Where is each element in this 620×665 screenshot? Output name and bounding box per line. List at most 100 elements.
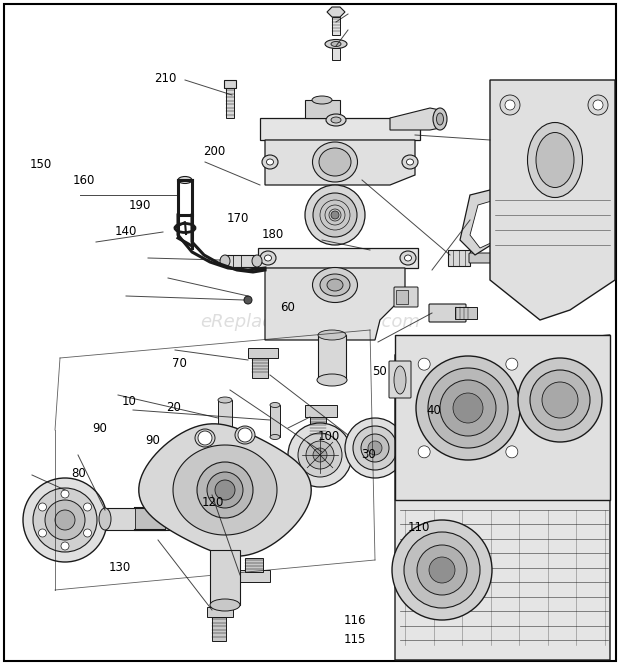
Ellipse shape: [331, 41, 341, 47]
FancyBboxPatch shape: [332, 17, 340, 35]
Ellipse shape: [218, 435, 232, 441]
Text: 210: 210: [154, 72, 176, 85]
Ellipse shape: [312, 96, 332, 104]
Circle shape: [198, 431, 212, 445]
Ellipse shape: [210, 599, 240, 611]
FancyBboxPatch shape: [240, 570, 270, 582]
Circle shape: [61, 490, 69, 498]
Ellipse shape: [270, 402, 280, 408]
Circle shape: [588, 95, 608, 115]
Circle shape: [38, 503, 46, 511]
Ellipse shape: [402, 155, 418, 169]
Ellipse shape: [325, 39, 347, 49]
Circle shape: [518, 358, 602, 442]
Ellipse shape: [394, 366, 406, 394]
Circle shape: [313, 193, 357, 237]
Circle shape: [313, 448, 327, 462]
Text: 150: 150: [30, 158, 52, 172]
Ellipse shape: [252, 255, 262, 267]
FancyBboxPatch shape: [135, 508, 165, 530]
FancyBboxPatch shape: [448, 250, 470, 266]
Polygon shape: [258, 248, 418, 268]
Ellipse shape: [220, 255, 230, 267]
Text: 90: 90: [92, 422, 107, 436]
Ellipse shape: [320, 274, 350, 296]
Ellipse shape: [218, 397, 232, 403]
Ellipse shape: [407, 159, 414, 165]
Ellipse shape: [267, 159, 273, 165]
Polygon shape: [327, 7, 345, 17]
Polygon shape: [173, 445, 277, 535]
Polygon shape: [260, 118, 420, 140]
FancyBboxPatch shape: [252, 358, 268, 378]
Ellipse shape: [536, 132, 574, 188]
FancyBboxPatch shape: [394, 287, 418, 307]
Text: 190: 190: [129, 199, 151, 212]
Text: 50: 50: [372, 364, 387, 378]
Polygon shape: [470, 197, 512, 248]
Ellipse shape: [312, 267, 358, 303]
Circle shape: [345, 418, 405, 478]
Circle shape: [84, 529, 92, 537]
Text: eReplacementParts.com: eReplacementParts.com: [200, 313, 420, 331]
Ellipse shape: [270, 434, 280, 440]
Text: 60: 60: [280, 301, 295, 314]
Circle shape: [207, 472, 243, 508]
FancyBboxPatch shape: [245, 558, 263, 572]
FancyBboxPatch shape: [210, 550, 240, 605]
FancyBboxPatch shape: [207, 607, 233, 617]
Text: 116: 116: [344, 614, 366, 627]
Ellipse shape: [436, 113, 443, 125]
Ellipse shape: [260, 251, 276, 265]
Polygon shape: [139, 424, 311, 556]
Polygon shape: [265, 140, 415, 185]
Circle shape: [506, 358, 518, 370]
Circle shape: [530, 370, 590, 430]
Circle shape: [392, 520, 492, 620]
Text: 170: 170: [226, 211, 249, 225]
Circle shape: [542, 382, 578, 418]
Circle shape: [453, 393, 483, 423]
Circle shape: [417, 545, 467, 595]
Circle shape: [593, 100, 603, 110]
FancyBboxPatch shape: [332, 48, 340, 60]
Ellipse shape: [235, 426, 255, 444]
Text: 140: 140: [115, 225, 137, 238]
Ellipse shape: [265, 255, 272, 261]
FancyBboxPatch shape: [455, 307, 477, 319]
Circle shape: [418, 446, 430, 458]
FancyBboxPatch shape: [396, 290, 408, 304]
Circle shape: [288, 423, 352, 487]
Circle shape: [306, 441, 334, 469]
Ellipse shape: [327, 279, 343, 291]
Polygon shape: [460, 185, 520, 255]
Circle shape: [238, 428, 252, 442]
FancyBboxPatch shape: [429, 304, 466, 322]
Circle shape: [429, 557, 455, 583]
Polygon shape: [395, 335, 610, 660]
Text: 70: 70: [172, 357, 187, 370]
Circle shape: [244, 296, 252, 304]
Circle shape: [61, 542, 69, 550]
Ellipse shape: [178, 176, 192, 184]
Text: 120: 120: [202, 495, 224, 509]
FancyBboxPatch shape: [469, 253, 496, 263]
Text: 40: 40: [427, 404, 441, 417]
FancyBboxPatch shape: [226, 88, 234, 118]
Ellipse shape: [317, 374, 347, 386]
Text: 20: 20: [166, 401, 181, 414]
Circle shape: [404, 532, 480, 608]
Text: 200: 200: [203, 145, 226, 158]
Text: 130: 130: [108, 561, 131, 574]
Circle shape: [368, 441, 382, 455]
Ellipse shape: [318, 330, 346, 340]
Circle shape: [361, 434, 389, 462]
Ellipse shape: [404, 255, 412, 261]
Text: 110: 110: [408, 521, 430, 534]
Ellipse shape: [195, 429, 215, 447]
Circle shape: [353, 426, 397, 470]
Polygon shape: [390, 108, 440, 130]
FancyBboxPatch shape: [105, 508, 195, 530]
Circle shape: [440, 380, 496, 436]
Ellipse shape: [189, 508, 201, 530]
